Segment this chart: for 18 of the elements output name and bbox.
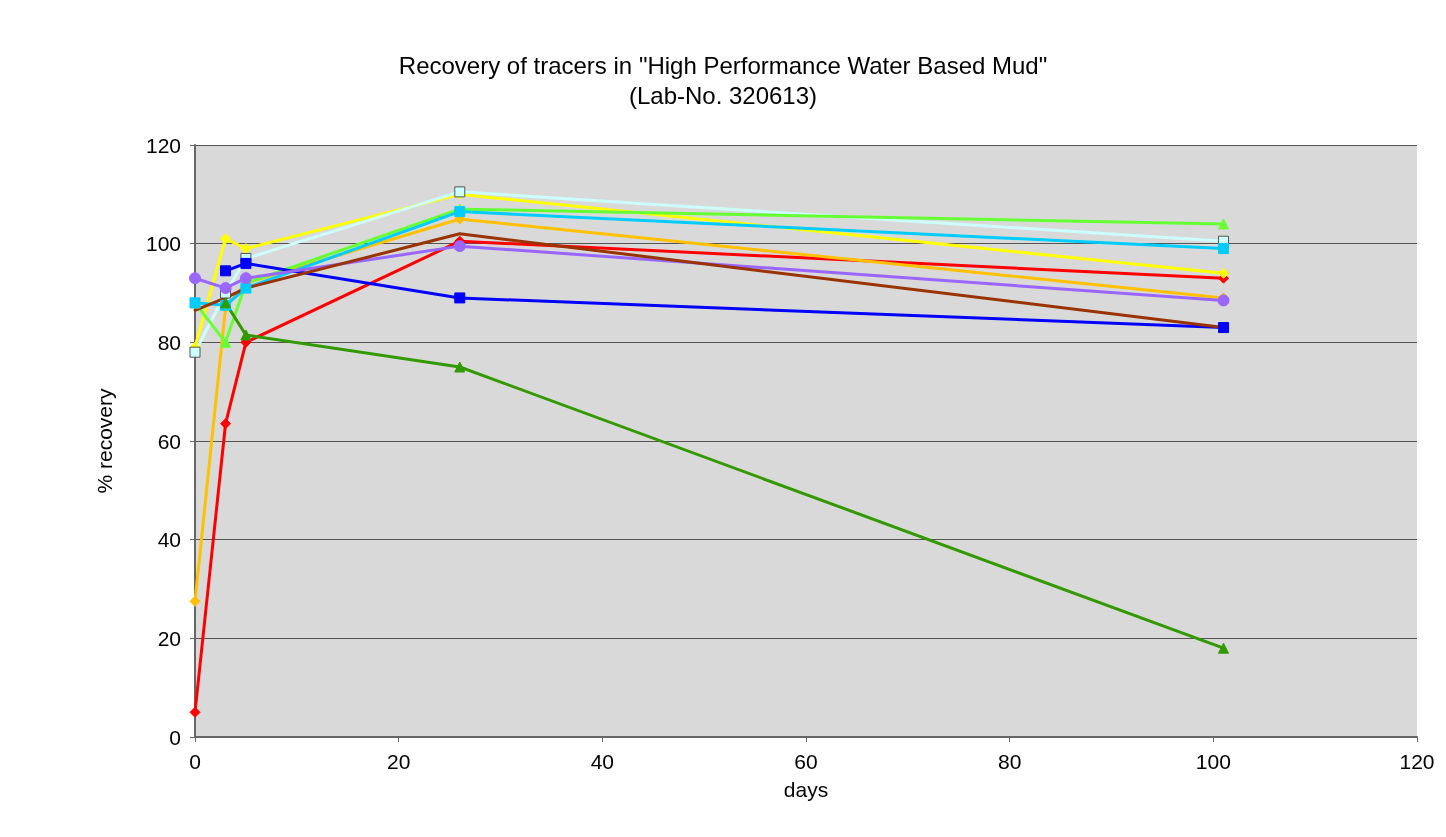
y-tick-label: 20 (157, 626, 181, 650)
x-tick-label: 100 (1195, 750, 1231, 773)
x-tick-label: 20 (386, 750, 411, 773)
y-tick-label: 120 (145, 133, 181, 157)
y-tick-label: 40 (157, 528, 181, 552)
x-tick-label: 40 (590, 750, 615, 773)
x-axis-title: days (783, 778, 829, 801)
x-tick-label: 0 (189, 750, 201, 773)
x-tick-label: 120 (1399, 750, 1435, 773)
chart-title: Recovery of tracers in "High Performance Water Based Mud" (398, 51, 1048, 79)
y-tick-label: 60 (157, 429, 181, 453)
y-tick-label: 80 (157, 330, 181, 354)
y-axis-title: % recovery (93, 387, 116, 494)
chart-subtitle: (Lab-No. 320613) (628, 81, 818, 109)
y-tick-label: 100 (145, 232, 181, 256)
x-tick-label: 80 (997, 750, 1022, 773)
x-tick-label: 60 (794, 750, 818, 773)
y-tick-label: 0 (169, 725, 181, 749)
